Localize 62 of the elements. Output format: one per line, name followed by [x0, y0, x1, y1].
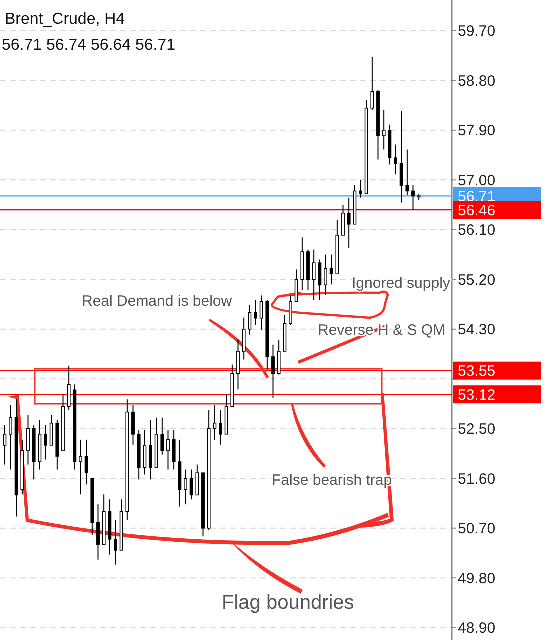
annotation: Real Demand is below	[82, 293, 232, 310]
annotation: Ignored supply	[352, 275, 451, 292]
candlestick	[359, 180, 362, 198]
candlestick	[370, 56, 374, 110]
candlestick	[132, 404, 135, 446]
text: 56.71 56.74 56.64 56.71	[2, 37, 176, 54]
candlestick	[166, 429, 170, 470]
y-tick-label: 56.10	[458, 222, 496, 240]
candlestick	[79, 439, 82, 496]
candlestick	[382, 109, 386, 150]
candlestick	[114, 520, 118, 566]
candlestick	[312, 249, 316, 301]
candlestick	[213, 404, 217, 440]
annotation: Flag boundries	[222, 592, 354, 614]
candlestick	[67, 365, 71, 411]
candlestick	[277, 339, 281, 376]
candlestick	[324, 254, 328, 296]
candlestick	[318, 259, 322, 301]
y-tick-label: 49.80	[458, 570, 496, 588]
candlestick	[50, 414, 54, 446]
candlestick	[330, 254, 334, 286]
candlestick	[172, 429, 176, 470]
y-tick-label: 58.80	[458, 72, 496, 90]
candlestick	[44, 424, 48, 460]
candlestick	[143, 429, 147, 476]
candlestick	[289, 294, 292, 326]
candlestick	[149, 420, 152, 480]
candlestick	[406, 149, 410, 196]
y-tick-label: 59.70	[458, 23, 496, 40]
y-tick-label: 55.20	[458, 272, 496, 289]
candlestick	[342, 204, 345, 236]
candlestick	[160, 417, 164, 456]
y-tick-label: 48.90	[458, 620, 496, 638]
candlestick	[184, 469, 188, 506]
candlestick	[242, 317, 246, 360]
candlestick	[3, 424, 7, 466]
candlestick	[196, 464, 200, 496]
y-tick-label: 52.50	[458, 421, 496, 438]
candlestick	[294, 269, 298, 302]
candlestick	[236, 339, 240, 390]
candlestick	[96, 504, 100, 560]
candlestick	[272, 344, 275, 398]
candlestick	[248, 304, 252, 336]
candlestick	[260, 295, 264, 330]
ref-line-label: 53.55	[458, 363, 496, 380]
y-tick-label: 57.00	[458, 172, 496, 190]
y-tick-label: 57.90	[458, 122, 496, 140]
y-tick-label: 51.60	[458, 470, 496, 488]
candlestick	[26, 414, 30, 466]
candlestick	[254, 300, 258, 326]
candlestick	[84, 439, 88, 486]
y-tick-label: 50.70	[458, 520, 496, 538]
candlestick	[394, 144, 398, 176]
y-tick-label: 54.30	[458, 322, 496, 339]
candlestick	[9, 404, 12, 470]
candlestick	[400, 110, 404, 204]
candlestick	[412, 184, 415, 211]
candlestick	[190, 469, 194, 500]
ref-line-label: 53.12	[458, 386, 496, 404]
candlestick	[347, 197, 351, 249]
candlestick	[219, 410, 222, 446]
text: Brent_Crude, H4	[5, 11, 126, 28]
